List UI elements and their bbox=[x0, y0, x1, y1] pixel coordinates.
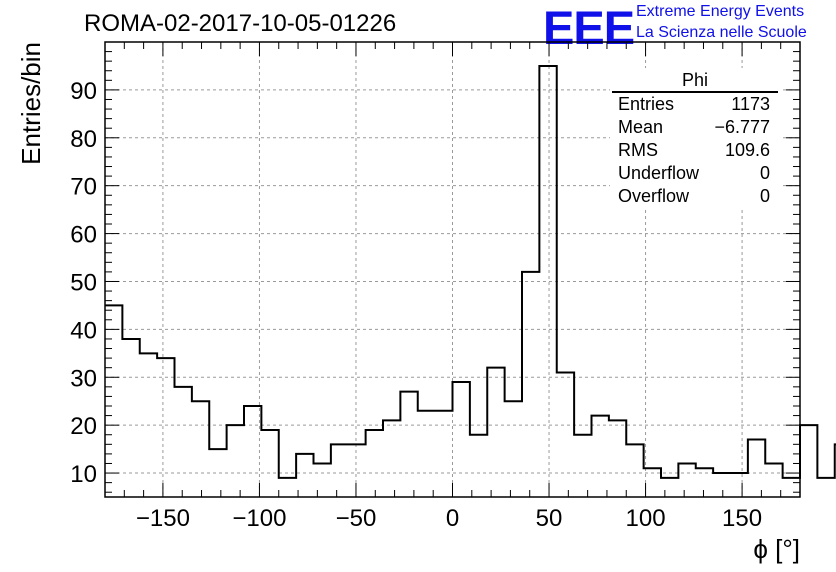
histogram-bin bbox=[661, 478, 678, 497]
histogram-bin bbox=[644, 468, 661, 497]
x-tick-label: 50 bbox=[536, 505, 563, 532]
y-tick-label: 50 bbox=[70, 269, 97, 296]
histogram-bin bbox=[505, 401, 522, 497]
y-tick-label: 30 bbox=[70, 365, 97, 392]
x-tick-label: −100 bbox=[232, 505, 286, 532]
histogram-bin bbox=[453, 382, 470, 497]
histogram-bin bbox=[678, 463, 695, 497]
histogram-bin bbox=[748, 440, 765, 497]
histogram-bin bbox=[487, 368, 504, 497]
histogram-bin bbox=[348, 444, 365, 497]
histogram-bin bbox=[175, 387, 192, 497]
histogram-bin bbox=[209, 449, 226, 497]
histogram-bin bbox=[696, 468, 713, 497]
histogram-bin bbox=[539, 66, 556, 497]
stats-row-value: −6.777 bbox=[714, 117, 770, 137]
histogram-bin bbox=[261, 430, 278, 497]
x-tick-label: 100 bbox=[626, 505, 666, 532]
histogram-bin bbox=[470, 435, 487, 497]
histogram-bin bbox=[418, 411, 435, 497]
histogram-bin bbox=[105, 305, 122, 497]
histogram-bin bbox=[609, 420, 626, 497]
stats-box-title: Phi bbox=[682, 70, 708, 90]
histogram-bin bbox=[227, 425, 244, 497]
x-tick-label: 150 bbox=[722, 505, 762, 532]
stats-row-label: Mean bbox=[618, 117, 663, 137]
y-tick-label: 10 bbox=[70, 461, 97, 488]
y-axis-label: Entries/bin bbox=[16, 42, 46, 165]
x-axis-label: ϕ [°] bbox=[753, 534, 800, 564]
chart-title: ROMA-02-2017-10-05-01226 bbox=[84, 10, 397, 37]
histogram-bin bbox=[279, 478, 296, 497]
histogram-bin bbox=[731, 473, 748, 497]
histogram-bin bbox=[400, 392, 417, 497]
y-tick-label: 70 bbox=[70, 174, 97, 201]
stats-row-value: 109.6 bbox=[725, 140, 770, 160]
x-tick-label: −150 bbox=[136, 505, 190, 532]
y-tick-label: 60 bbox=[70, 222, 97, 249]
y-tick-label: 80 bbox=[70, 126, 97, 153]
histogram-bin bbox=[140, 353, 157, 497]
histogram-bin bbox=[574, 435, 591, 497]
histogram-bin bbox=[765, 463, 782, 497]
histogram-bin bbox=[592, 416, 609, 497]
histogram-bin bbox=[557, 372, 574, 497]
histogram-bin bbox=[314, 463, 331, 497]
histogram-bin bbox=[122, 339, 139, 497]
histogram-bin bbox=[435, 411, 452, 497]
histogram-bin bbox=[383, 420, 400, 497]
histogram-bin bbox=[244, 406, 261, 497]
stats-row-label: Underflow bbox=[618, 163, 700, 183]
logo-line-2: La Scienza nelle Scuole bbox=[636, 24, 807, 41]
logo-line-1: Extreme Energy Events bbox=[636, 3, 805, 20]
histogram-bin bbox=[713, 473, 730, 497]
histogram-bin bbox=[783, 478, 800, 497]
histogram-bin bbox=[157, 358, 174, 497]
eee-logo: EEE bbox=[543, 1, 635, 54]
histogram-bin bbox=[331, 444, 348, 497]
histogram-line bbox=[105, 64, 836, 479]
histogram-bin bbox=[296, 454, 313, 497]
stats-row-label: RMS bbox=[618, 140, 658, 160]
histogram-bin bbox=[192, 401, 209, 497]
histogram-bin bbox=[626, 444, 643, 497]
y-tick-label: 20 bbox=[70, 413, 97, 440]
histogram-bin bbox=[522, 272, 539, 497]
y-tick-label: 40 bbox=[70, 317, 97, 344]
stats-row-label: Overflow bbox=[618, 186, 690, 206]
histogram-bin bbox=[800, 425, 817, 497]
stats-row-value: 0 bbox=[760, 186, 770, 206]
x-tick-label: 0 bbox=[446, 505, 459, 532]
stats-row-value: 0 bbox=[760, 163, 770, 183]
x-tick-label: −50 bbox=[336, 505, 377, 532]
stats-row-label: Entries bbox=[618, 94, 674, 114]
stats-row-value: 1173 bbox=[731, 94, 770, 114]
y-tick-label: 90 bbox=[70, 78, 97, 105]
histogram-bin bbox=[366, 430, 383, 497]
histogram-bin bbox=[817, 478, 834, 497]
